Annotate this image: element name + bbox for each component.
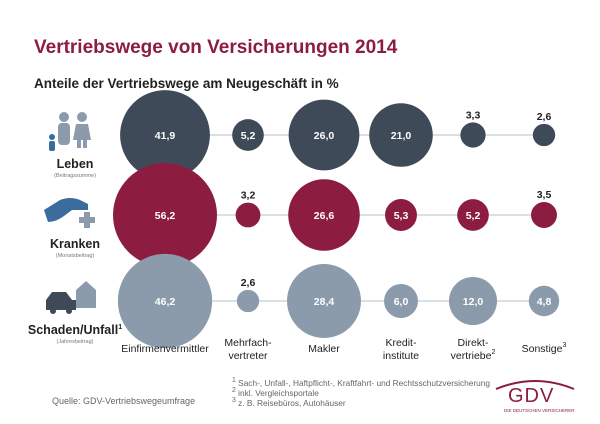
data-label: 4,8 (537, 296, 552, 308)
bubble (113, 163, 217, 267)
row-label: Kranken (50, 237, 100, 251)
bubble (385, 199, 417, 231)
gdv-logo: GDV DIE DEUTSCHEN VERSICHERER (492, 375, 578, 417)
category-label: Einfirmenvermittler (121, 343, 209, 355)
data-label: 3,3 (466, 109, 481, 121)
data-label: 5,3 (394, 210, 409, 222)
data-label: 41,9 (155, 130, 176, 142)
data-label: 26,0 (314, 130, 335, 142)
category-label: Sonstige3 (522, 342, 567, 355)
bubble (531, 202, 557, 228)
bubble (384, 284, 418, 318)
bubble (287, 264, 361, 338)
logo-tagline: DIE DEUTSCHEN VERSICHERER (504, 408, 575, 413)
data-label: 2,6 (537, 111, 552, 123)
category-label: Kredit-institute (383, 337, 419, 362)
bubble (457, 199, 489, 231)
footnote-1: 1 Sach-, Unfall-, Haftpflicht-, Kraftfah… (232, 377, 490, 388)
data-label: 5,2 (241, 130, 256, 142)
data-label: 21,0 (391, 130, 412, 142)
data-label: 46,2 (155, 296, 176, 308)
hand-cross-icon (44, 198, 95, 228)
bubble (369, 103, 433, 167)
data-label: 3,5 (537, 189, 552, 201)
row-label: Leben (57, 157, 94, 171)
row-note: (Beitragssumme) (54, 173, 96, 179)
data-label: 12,0 (463, 296, 484, 308)
footnote-3: 3 z. B. Reisebüros, Autohäuser (232, 397, 346, 408)
row-note: (Monatsbeitrag) (56, 253, 95, 259)
bubble (460, 122, 486, 148)
bubble (532, 123, 556, 147)
data-label: 26,6 (314, 210, 335, 222)
data-label: 28,4 (314, 296, 335, 308)
bubble (448, 276, 498, 326)
data-label: 56,2 (155, 210, 176, 222)
data-label: 3,2 (241, 190, 256, 202)
chart-subtitle: Anteile der Vertriebswege am Neugeschäft… (34, 76, 339, 91)
category-label: Makler (308, 343, 340, 355)
data-label: 5,2 (466, 210, 481, 222)
source-note: Quelle: GDV-Vertriebswegeumfrage (52, 396, 196, 406)
bubble (528, 285, 560, 317)
row-note: (Jahresbeitrag) (57, 339, 94, 345)
bubble (232, 119, 264, 151)
category-label: Mehrfach-vertreter (224, 337, 272, 362)
footnote-2: 2 inkl. Vergleichsportale (232, 387, 319, 398)
bubble (236, 289, 260, 313)
bubble (235, 202, 261, 228)
data-label: 2,6 (241, 277, 256, 289)
logo-text: GDV (508, 385, 555, 407)
bubble (117, 253, 213, 349)
chart-title: Vertriebswege von Versicherungen 2014 (34, 37, 398, 58)
bubble (120, 90, 210, 180)
bubble (288, 99, 360, 171)
family-icon (49, 112, 91, 151)
data-label: 6,0 (394, 296, 409, 308)
category-label: Direkt-vertriebe2 (451, 337, 496, 362)
bubble (288, 179, 360, 251)
car-house-icon (46, 281, 96, 314)
row-label: Schaden/Unfall1 (28, 323, 122, 337)
